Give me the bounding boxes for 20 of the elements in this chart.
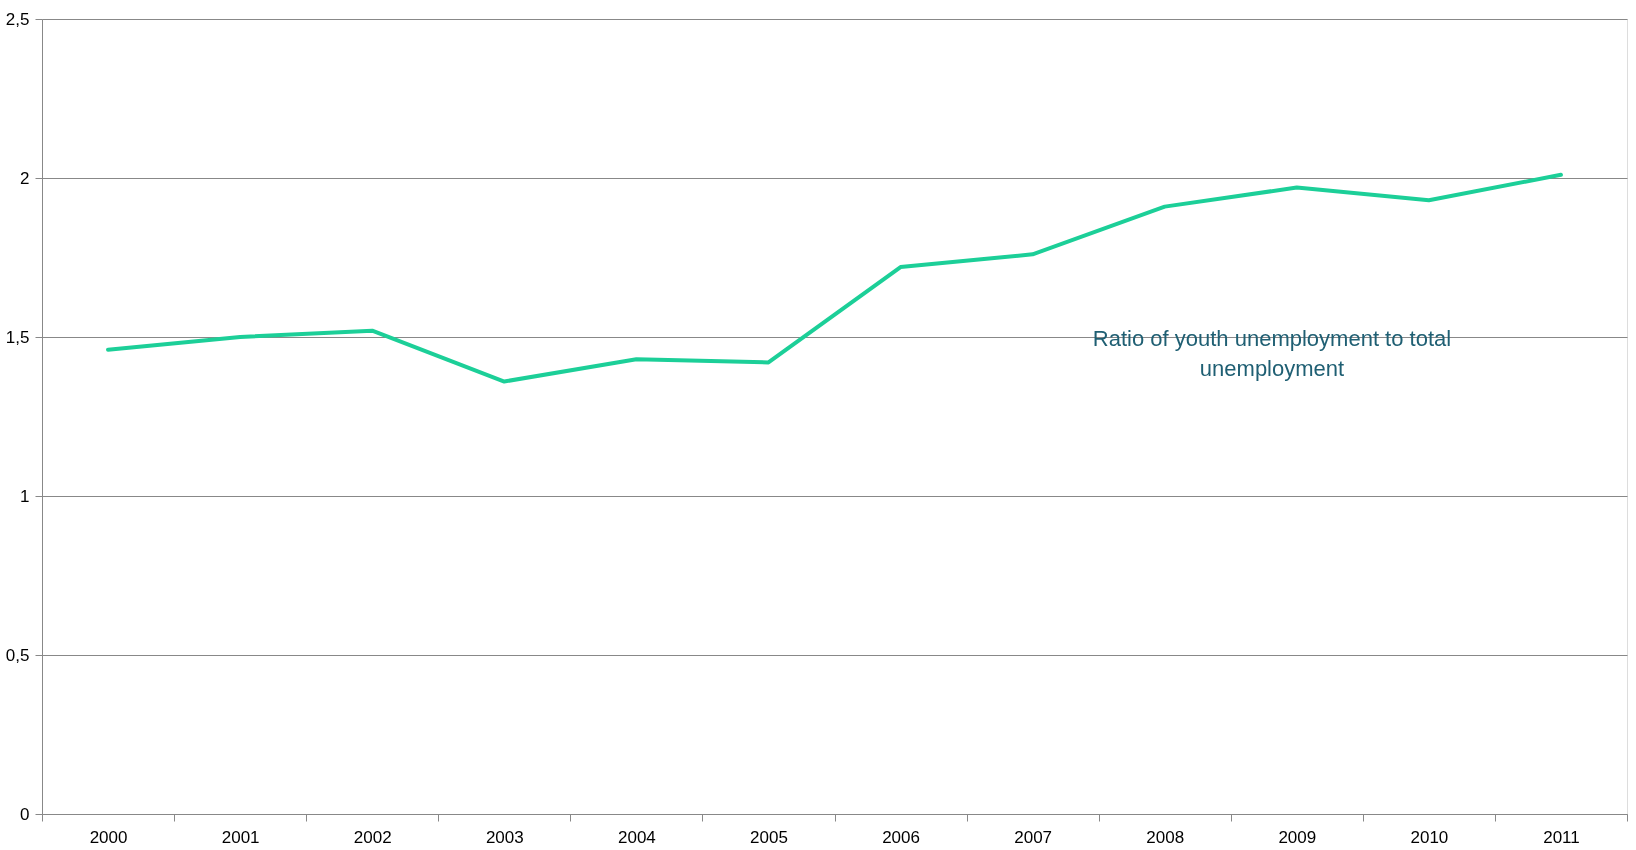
- line-series: [106, 172, 1563, 384]
- y-tick-label: 0: [20, 804, 30, 824]
- x-tick-label: 2011: [1543, 827, 1580, 847]
- y-tick-label: 2,5: [5, 9, 30, 29]
- x-tick-label: 2005: [750, 827, 788, 847]
- text: Ratio of youth unemployment to total unemployment: [1092, 326, 1452, 381]
- x-tick-label: 2010: [1410, 827, 1449, 847]
- x-tick-label: 2004: [617, 827, 656, 847]
- x-tick-label: 2008: [1146, 827, 1185, 847]
- x-tick-label: 2000: [89, 827, 128, 847]
- y-tick-label: 1,5: [5, 327, 30, 347]
- y-tick-label: 2: [20, 168, 30, 188]
- x-tick-label: 2009: [1278, 827, 1317, 847]
- x-tick-label: 2003: [485, 827, 524, 847]
- x-tick-label: 2007: [1014, 827, 1053, 847]
- y-tick-label: 0,5: [5, 645, 30, 665]
- x-tick-label: 2006: [882, 827, 920, 847]
- x-tick-label: 2001: [221, 827, 260, 847]
- x-tick-label: 2002: [353, 827, 392, 847]
- y-tick-label: 1: [20, 486, 30, 506]
